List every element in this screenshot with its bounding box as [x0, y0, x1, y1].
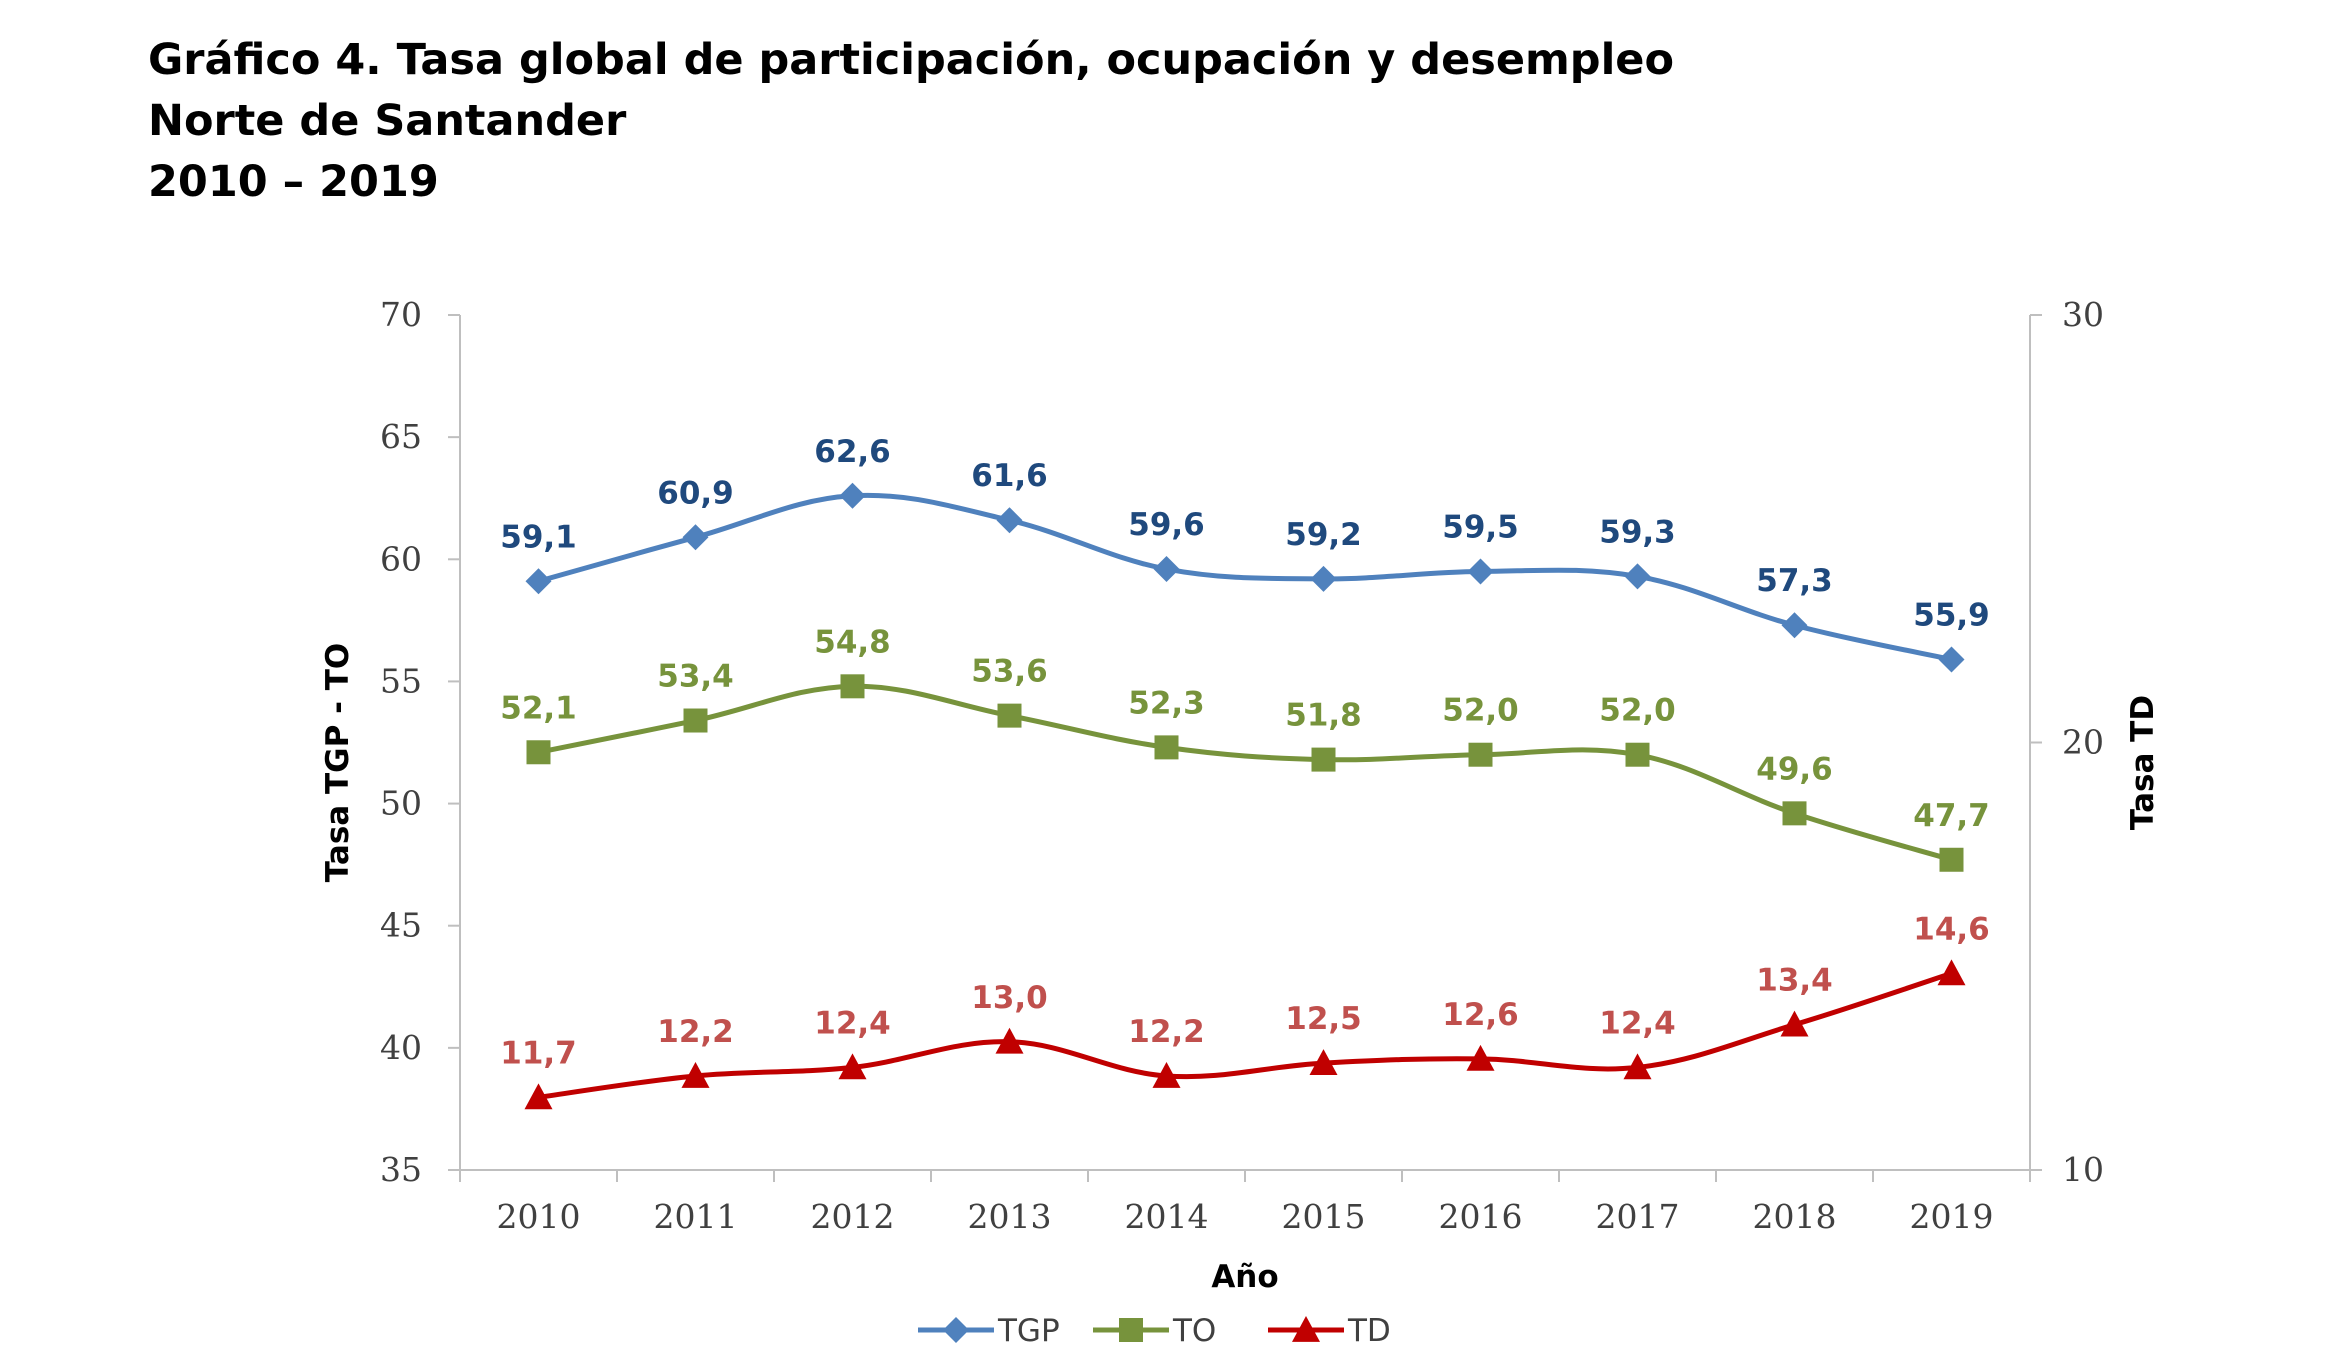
data-point-to — [997, 703, 1022, 728]
y-tick-label-left: 40 — [380, 1028, 422, 1067]
data-label-tgp: 61,6 — [971, 458, 1048, 494]
y-axis-title-left: Tasa TGP - TO — [320, 643, 356, 883]
data-point-td — [1152, 1061, 1181, 1088]
data-point-to — [1154, 735, 1179, 760]
chart-subtitle-period: 2010 – 2019 — [148, 157, 439, 207]
x-tick-label: 2014 — [1125, 1197, 1209, 1236]
data-point-tgp — [1467, 558, 1494, 585]
y-axis-title-right: Tasa TD — [2125, 695, 2161, 830]
x-tick-label: 2010 — [497, 1197, 581, 1236]
y-tick-label-left: 60 — [380, 539, 422, 578]
x-axis-title: Año — [1211, 1259, 1278, 1295]
data-point-tgp — [1153, 556, 1180, 583]
data-point-td — [1309, 1049, 1338, 1076]
data-point-td — [1623, 1053, 1652, 1080]
chart-title: Gráfico 4. Tasa global de participación,… — [148, 35, 1675, 85]
data-label-to: 51,8 — [1285, 698, 1362, 734]
legend-label-to: TO — [1172, 1313, 1216, 1349]
data-point-to — [1311, 747, 1336, 772]
y-tick-label-right: 10 — [2062, 1150, 2104, 1189]
data-point-td — [1937, 959, 1966, 986]
data-label-td: 13,4 — [1756, 963, 1833, 999]
data-point-to — [683, 708, 708, 733]
data-point-td — [838, 1053, 867, 1080]
chart-title-block: Gráfico 4. Tasa global de participación,… — [148, 30, 1674, 213]
legend-marker-td — [1292, 1316, 1320, 1342]
data-point-td — [524, 1083, 553, 1110]
data-point-tgp — [682, 524, 709, 551]
data-label-tgp: 55,9 — [1913, 597, 1990, 633]
data-label-to: 47,7 — [1913, 798, 1990, 834]
series-line-tgp — [537, 492, 1953, 662]
data-label-tgp: 59,2 — [1285, 517, 1362, 553]
x-tick-label: 2017 — [1596, 1197, 1680, 1236]
data-point-to — [1939, 847, 1964, 872]
data-point-td — [681, 1061, 710, 1088]
data-label-td: 12,5 — [1285, 1001, 1362, 1037]
x-tick-label: 2012 — [811, 1197, 895, 1236]
data-label-to: 52,0 — [1442, 693, 1519, 729]
chart-subtitle-region: Norte de Santander — [148, 96, 627, 146]
data-label-to: 52,0 — [1599, 693, 1676, 729]
y-tick-label-right: 20 — [2062, 723, 2104, 762]
x-tick-label: 2018 — [1753, 1197, 1837, 1236]
data-point-to — [1468, 742, 1493, 767]
y-tick-label-left: 65 — [380, 417, 422, 456]
x-tick-label: 2015 — [1282, 1197, 1366, 1236]
data-label-td: 11,7 — [500, 1035, 577, 1071]
data-point-tgp — [1781, 612, 1808, 639]
data-point-to — [1782, 801, 1807, 826]
data-point-td — [1780, 1010, 1809, 1037]
data-point-to — [1625, 742, 1650, 767]
data-label-td: 12,6 — [1442, 997, 1519, 1033]
data-point-tgp — [996, 507, 1023, 534]
y-tick-label-left: 50 — [380, 784, 422, 823]
data-point-td — [995, 1027, 1024, 1054]
x-tick-label: 2016 — [1439, 1197, 1523, 1236]
data-label-tgp: 59,6 — [1128, 507, 1205, 543]
data-point-tgp — [1310, 565, 1337, 592]
data-point-tgp — [839, 482, 866, 509]
data-label-tgp: 57,3 — [1756, 563, 1833, 599]
series-line-td — [538, 970, 1953, 1100]
x-tick-label: 2019 — [1910, 1197, 1994, 1236]
data-label-to: 49,6 — [1756, 751, 1833, 787]
data-label-tgp: 59,5 — [1442, 510, 1519, 546]
data-point-tgp — [1938, 646, 1965, 673]
data-label-to: 53,6 — [971, 654, 1048, 690]
data-label-td: 12,2 — [1128, 1014, 1205, 1050]
legend-label-tgp: TGP — [997, 1313, 1060, 1349]
legend-marker-tgp — [943, 1317, 969, 1343]
data-point-tgp — [1624, 563, 1651, 590]
data-label-tgp: 59,1 — [500, 519, 577, 555]
data-label-tgp: 59,3 — [1599, 514, 1676, 550]
y-tick-label-left: 70 — [380, 295, 422, 334]
y-tick-label-left: 45 — [380, 906, 422, 945]
y-tick-label-right: 30 — [2062, 295, 2104, 334]
data-point-to — [840, 674, 865, 699]
legend-label-td: TD — [1347, 1313, 1391, 1349]
data-point-td — [1466, 1044, 1495, 1071]
data-label-tgp: 62,6 — [814, 434, 891, 470]
x-tick-label: 2011 — [654, 1197, 738, 1236]
data-label-tgp: 60,9 — [657, 475, 734, 511]
data-point-to — [526, 740, 551, 765]
data-label-to: 53,4 — [657, 659, 734, 695]
data-label-td: 12,4 — [1599, 1005, 1676, 1041]
data-label-td: 12,4 — [814, 1005, 891, 1041]
data-label-to: 52,1 — [500, 690, 577, 726]
y-tick-label-left: 35 — [380, 1150, 422, 1189]
series-line-to — [538, 683, 1953, 863]
x-tick-label: 2013 — [968, 1197, 1052, 1236]
data-label-td: 13,0 — [971, 980, 1048, 1016]
data-label-to: 54,8 — [814, 624, 891, 660]
y-tick-label-left: 55 — [380, 661, 422, 700]
data-point-tgp — [525, 568, 552, 595]
data-label-td: 12,2 — [657, 1014, 734, 1050]
data-label-td: 14,6 — [1913, 911, 1990, 947]
legend-marker-to — [1119, 1318, 1143, 1342]
data-label-to: 52,3 — [1128, 685, 1205, 721]
